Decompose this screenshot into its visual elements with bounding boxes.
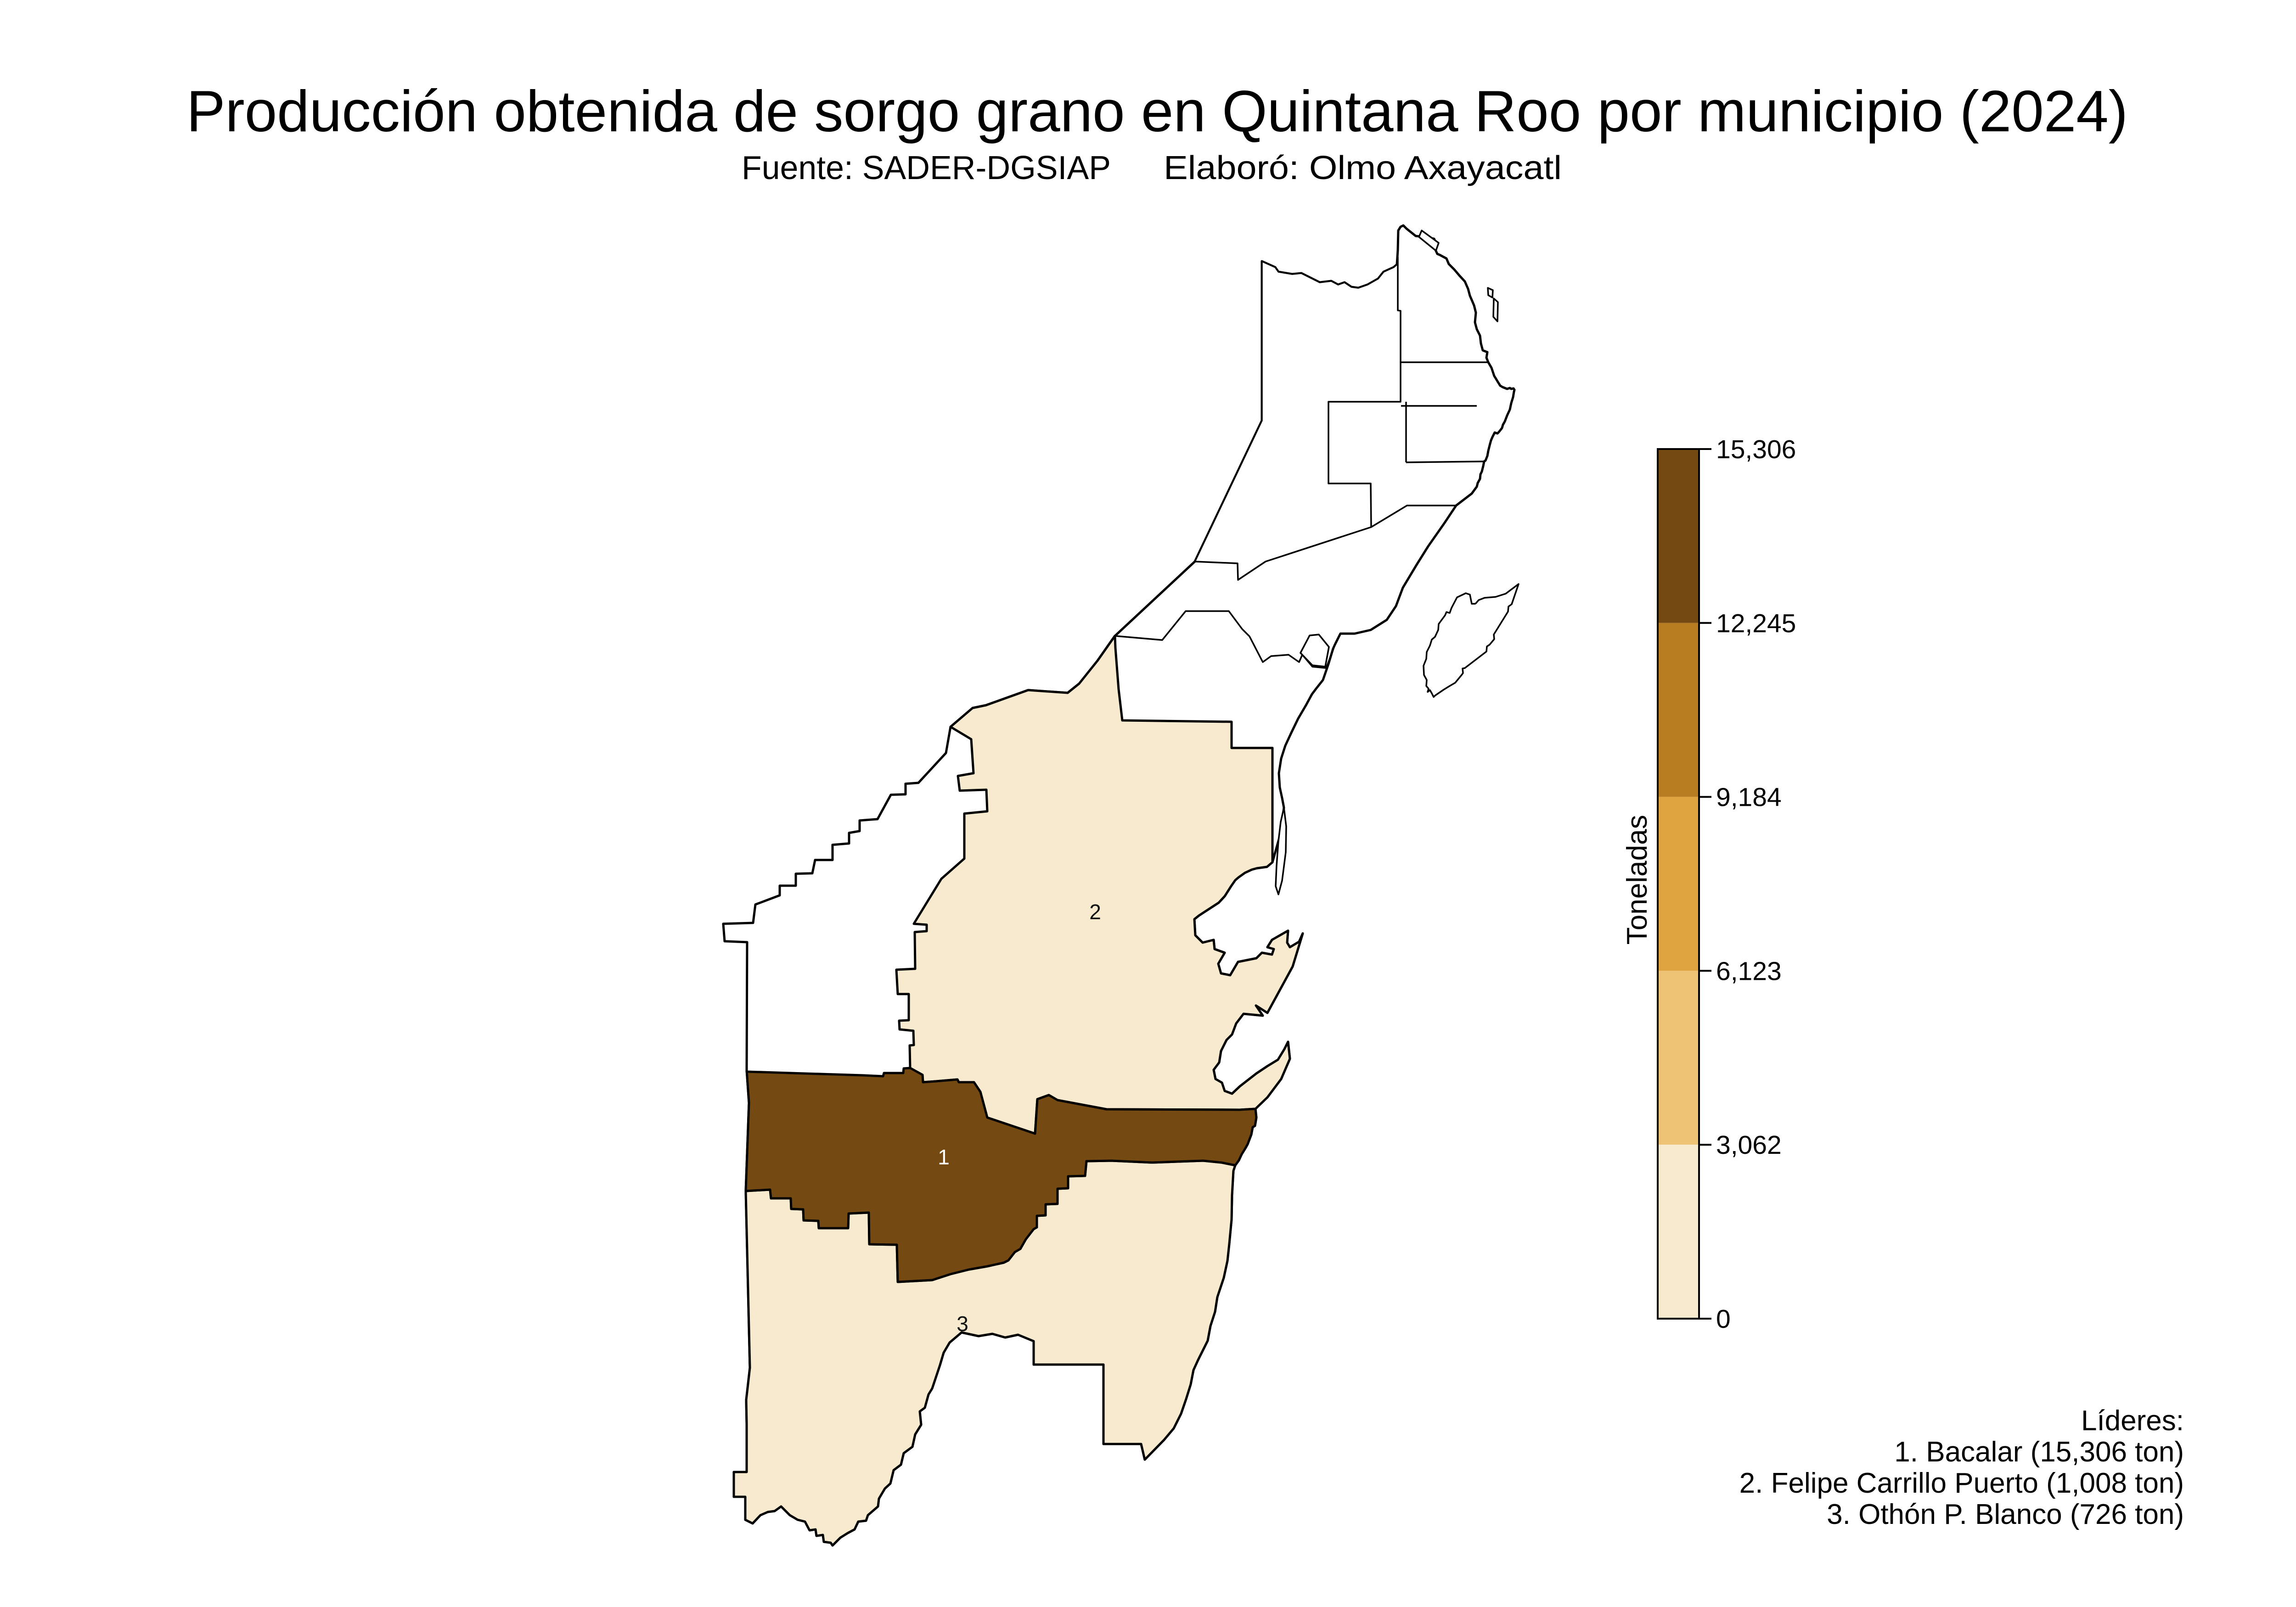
svg-text:3. Othón P. Blanco (726 ton): 3. Othón P. Blanco (726 ton) <box>1827 1499 2184 1530</box>
svg-text:Fuente: SADER-DGSIAP: Fuente: SADER-DGSIAP <box>742 150 1111 186</box>
svg-text:2. Felipe Carrillo Puerto (1,0: 2. Felipe Carrillo Puerto (1,008 ton) <box>1739 1467 2184 1499</box>
svg-text:3: 3 <box>957 1312 968 1336</box>
svg-text:3,062: 3,062 <box>1716 1130 1782 1160</box>
svg-text:Producción obtenida de sorgo g: Producción obtenida de sorgo grano en Qu… <box>186 79 2128 144</box>
svg-text:2: 2 <box>1089 900 1101 924</box>
svg-text:Elaboró: Olmo Axayacatl: Elaboró: Olmo Axayacatl <box>1164 150 1562 186</box>
svg-text:12,245: 12,245 <box>1716 609 1796 638</box>
svg-text:1: 1 <box>938 1145 950 1169</box>
svg-text:6,123: 6,123 <box>1716 956 1782 986</box>
svg-text:1. Bacalar (15,306 ton): 1. Bacalar (15,306 ton) <box>1894 1436 2184 1468</box>
svg-text:9,184: 9,184 <box>1716 783 1782 812</box>
svg-text:Líderes:: Líderes: <box>2081 1405 2184 1437</box>
svg-text:15,306: 15,306 <box>1716 435 1796 464</box>
svg-text:Toneladas: Toneladas <box>1621 815 1653 945</box>
svg-text:0: 0 <box>1716 1304 1731 1334</box>
